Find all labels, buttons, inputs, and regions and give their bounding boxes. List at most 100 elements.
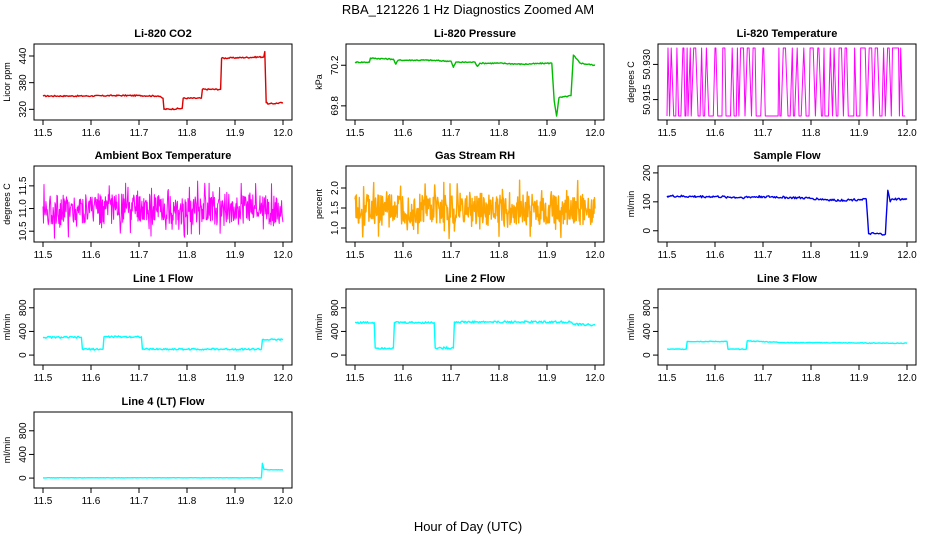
y-tick-label: 1.5 xyxy=(330,201,341,215)
plot-frame xyxy=(345,43,605,121)
x-tick-label: 11.9 xyxy=(226,250,245,261)
y-tick-label: 2.0 xyxy=(330,181,341,195)
series-line xyxy=(666,189,908,236)
x-tick-label: 11.7 xyxy=(130,373,149,384)
y-axis-label: Licor ppm xyxy=(2,62,12,102)
y-tick-label: 400 xyxy=(18,446,29,463)
x-tick-label: 11.6 xyxy=(706,373,725,384)
series-line xyxy=(42,335,284,351)
x-tick-label: 11.5 xyxy=(658,373,677,384)
x-tick-label: 11.5 xyxy=(34,250,53,261)
panel-title: Gas Stream RH xyxy=(435,150,515,162)
panel-title: Li-820 Temperature xyxy=(737,28,838,40)
x-tick-label: 11.6 xyxy=(394,250,413,261)
x-tick-label: 11.8 xyxy=(490,128,509,139)
figure-xlabel: Hour of Day (UTC) xyxy=(414,519,522,534)
x-tick-label: 12.0 xyxy=(273,373,293,384)
series-line xyxy=(42,50,284,111)
y-tick-label: 320 xyxy=(18,101,29,118)
x-tick-label: 11.8 xyxy=(490,250,509,261)
panel-co2: Li-820 CO2 11.5 11.6 11.7 11.8 11.9 12.0 320 380… xyxy=(2,28,293,139)
y-tick-label: 0 xyxy=(18,475,29,481)
x-tick-label: 11.8 xyxy=(178,250,197,261)
series-line xyxy=(666,340,908,351)
panel-title: Li-820 Pressure xyxy=(434,28,516,40)
x-tick-label: 11.5 xyxy=(346,250,365,261)
x-tick-label: 11.9 xyxy=(850,250,869,261)
y-axis-label: ml/min xyxy=(626,191,636,218)
series-line xyxy=(666,47,906,117)
y-tick-label: 440 xyxy=(18,47,29,64)
figure-title: RBA_121226 1 Hz Diagnostics Zoomed AM xyxy=(342,2,594,17)
x-tick-label: 12.0 xyxy=(585,128,605,139)
panel-title: Line 1 Flow xyxy=(133,273,193,285)
x-tick-label: 11.5 xyxy=(34,373,53,384)
series-line xyxy=(42,462,284,479)
y-axis-label: degrees C xyxy=(626,61,636,103)
x-tick-label: 11.6 xyxy=(706,250,725,261)
x-tick-label: 12.0 xyxy=(897,250,917,261)
panel-title: Ambient Box Temperature xyxy=(95,150,232,162)
panel-line3: Line 3 Flow 11.5 11.6 11.7 11.8 11.9 12.0 0 400 8… xyxy=(626,273,917,384)
x-tick-label: 11.7 xyxy=(130,496,149,507)
series-line xyxy=(354,179,596,240)
y-tick-label: 0 xyxy=(642,352,653,358)
y-tick-label: 11.5 xyxy=(18,176,29,195)
y-tick-label: 0 xyxy=(330,352,341,358)
x-tick-label: 12.0 xyxy=(273,128,293,139)
x-tick-label: 11.9 xyxy=(538,250,557,261)
x-tick-label: 11.7 xyxy=(130,250,149,261)
panel-rh: Gas Stream RH 11.5 11.6 11.7 11.8 11.9 12.0 1.0… xyxy=(314,150,605,261)
plot-frame xyxy=(345,165,605,243)
x-tick-label: 11.5 xyxy=(346,373,365,384)
panel-line4: Line 4 (LT) Flow 11.5 11.6 11.7 11.8 11.9 12.0… xyxy=(2,396,293,507)
y-tick-label: 69.8 xyxy=(330,96,341,116)
y-tick-label: 0 xyxy=(18,352,29,358)
panel-line1: Line 1 Flow 11.5 11.6 11.7 11.8 11.9 12.0 0 400 8… xyxy=(2,273,293,384)
panel-box_temp: Ambient Box Temperature 11.5 11.6 11.7 11.8 1… xyxy=(2,150,293,261)
y-tick-label: 380 xyxy=(18,74,29,91)
y-tick-label: 70.2 xyxy=(330,55,341,75)
y-tick-label: 800 xyxy=(330,299,341,316)
x-tick-label: 11.9 xyxy=(850,373,869,384)
y-axis-label: ml/min xyxy=(2,437,12,464)
x-tick-label: 11.8 xyxy=(802,250,821,261)
x-tick-label: 11.7 xyxy=(442,373,461,384)
x-tick-label: 12.0 xyxy=(273,250,293,261)
x-tick-label: 11.9 xyxy=(538,128,557,139)
x-tick-label: 12.0 xyxy=(897,373,917,384)
panel-line2: Line 2 Flow 11.5 11.6 11.7 11.8 11.9 12.0 0 400 8… xyxy=(314,273,605,384)
y-axis-label: ml/min xyxy=(2,314,12,341)
y-tick-label: 50.930 xyxy=(642,49,653,80)
x-tick-label: 11.9 xyxy=(538,373,557,384)
x-tick-label: 11.9 xyxy=(850,128,869,139)
x-tick-label: 11.7 xyxy=(754,128,773,139)
x-tick-label: 11.8 xyxy=(490,373,509,384)
y-axis-label: percent xyxy=(314,188,324,219)
x-tick-label: 12.0 xyxy=(585,250,605,261)
panel-licor_temp: Li-820 Temperature 11.5 11.6 11.7 11.8 11.9 12… xyxy=(626,28,917,139)
x-tick-label: 11.7 xyxy=(754,250,773,261)
x-tick-label: 11.5 xyxy=(34,496,53,507)
x-tick-label: 11.9 xyxy=(226,373,245,384)
x-tick-label: 11.6 xyxy=(394,128,413,139)
plot-frame xyxy=(33,288,293,366)
panel-pressure: Li-820 Pressure 11.5 11.6 11.7 11.8 11.9 12.0 6… xyxy=(314,28,605,139)
x-tick-label: 11.7 xyxy=(754,373,773,384)
y-tick-label: 50.915 xyxy=(642,84,653,115)
x-tick-label: 11.6 xyxy=(82,373,101,384)
y-axis-label: ml/min xyxy=(314,314,324,341)
plot-frame xyxy=(657,165,917,243)
y-tick-label: 100 xyxy=(642,193,653,210)
panel-title: Line 3 Flow xyxy=(757,273,817,285)
plot-frame xyxy=(657,43,917,121)
plot-frame xyxy=(345,288,605,366)
y-tick-label: 11.0 xyxy=(18,199,29,218)
y-tick-label: 400 xyxy=(330,323,341,340)
x-tick-label: 11.8 xyxy=(802,373,821,384)
x-tick-label: 11.6 xyxy=(82,128,101,139)
x-tick-label: 11.5 xyxy=(658,250,677,261)
x-tick-label: 11.9 xyxy=(226,128,245,139)
x-tick-label: 11.5 xyxy=(34,128,53,139)
